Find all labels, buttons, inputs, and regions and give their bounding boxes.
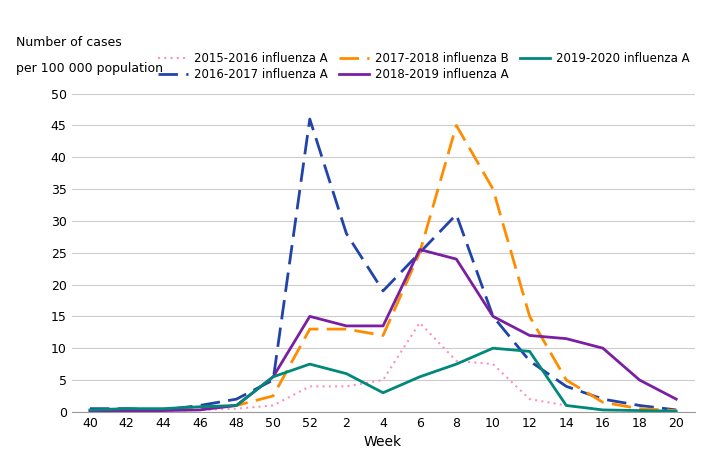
2018-2019 influenza A <box>526 333 534 338</box>
2016-2017 influenza A <box>489 314 498 319</box>
Line: 2015-2016 influenza A: 2015-2016 influenza A <box>90 323 676 411</box>
2019-2020 influenza A <box>526 349 534 354</box>
2015-2016 influenza A <box>672 409 680 414</box>
2016-2017 influenza A <box>122 406 131 411</box>
2018-2019 influenza A <box>562 336 571 342</box>
2019-2020 influenza A <box>599 407 607 413</box>
2019-2020 influenza A <box>452 361 460 367</box>
2015-2016 influenza A <box>86 408 95 413</box>
2017-2018 influenza B <box>672 408 680 413</box>
2018-2019 influenza A <box>159 408 168 413</box>
2017-2018 influenza B <box>379 333 387 338</box>
2017-2018 influenza B <box>232 402 241 408</box>
Line: 2019-2020 influenza A: 2019-2020 influenza A <box>90 348 676 411</box>
2019-2020 influenza A <box>342 371 351 376</box>
2016-2017 influenza A <box>599 396 607 402</box>
2019-2020 influenza A <box>232 402 241 408</box>
2019-2020 influenza A <box>159 406 168 411</box>
2016-2017 influenza A <box>159 407 168 413</box>
2017-2018 influenza B <box>306 326 314 332</box>
2018-2019 influenza A <box>86 409 95 414</box>
2018-2019 influenza A <box>268 374 277 380</box>
2018-2019 influenza A <box>379 323 387 329</box>
X-axis label: Week: Week <box>364 435 402 449</box>
2018-2019 influenza A <box>635 377 644 383</box>
Line: 2017-2018 influenza B: 2017-2018 influenza B <box>90 125 676 411</box>
Line: 2018-2019 influenza A: 2018-2019 influenza A <box>90 249 676 411</box>
Line: 2016-2017 influenza A: 2016-2017 influenza A <box>90 119 676 410</box>
2019-2020 influenza A <box>122 406 131 411</box>
2018-2019 influenza A <box>415 247 424 252</box>
2018-2019 influenza A <box>122 409 131 414</box>
2015-2016 influenza A <box>232 406 241 411</box>
2016-2017 influenza A <box>342 231 351 236</box>
2016-2017 influenza A <box>195 402 204 408</box>
2017-2018 influenza B <box>526 314 534 319</box>
2015-2016 influenza A <box>195 407 204 413</box>
2019-2020 influenza A <box>415 374 424 380</box>
2017-2018 influenza B <box>489 186 498 192</box>
2019-2020 influenza A <box>379 390 387 395</box>
2019-2020 influenza A <box>86 407 95 413</box>
2015-2016 influenza A <box>342 384 351 389</box>
2017-2018 influenza B <box>159 407 168 413</box>
2016-2017 influenza A <box>526 358 534 364</box>
2016-2017 influenza A <box>452 212 460 217</box>
2018-2019 influenza A <box>672 396 680 402</box>
2015-2016 influenza A <box>599 407 607 413</box>
2015-2016 influenza A <box>452 358 460 364</box>
2019-2020 influenza A <box>195 404 204 410</box>
2015-2016 influenza A <box>526 396 534 402</box>
2018-2019 influenza A <box>452 256 460 262</box>
2017-2018 influenza B <box>452 123 460 128</box>
2016-2017 influenza A <box>268 377 277 383</box>
2015-2016 influenza A <box>122 408 131 413</box>
2018-2019 influenza A <box>195 407 204 413</box>
2016-2017 influenza A <box>672 407 680 413</box>
2017-2018 influenza B <box>599 400 607 405</box>
2017-2018 influenza B <box>635 406 644 411</box>
2015-2016 influenza A <box>268 402 277 408</box>
2018-2019 influenza A <box>342 323 351 329</box>
2019-2020 influenza A <box>306 361 314 367</box>
2016-2017 influenza A <box>379 288 387 294</box>
2015-2016 influenza A <box>635 408 644 413</box>
2017-2018 influenza B <box>562 377 571 383</box>
2015-2016 influenza A <box>159 408 168 413</box>
2016-2017 influenza A <box>415 250 424 256</box>
2016-2017 influenza A <box>306 116 314 122</box>
Text: Number of cases: Number of cases <box>16 37 121 49</box>
2015-2016 influenza A <box>306 384 314 389</box>
2016-2017 influenza A <box>635 402 644 408</box>
2018-2019 influenza A <box>232 402 241 408</box>
2017-2018 influenza B <box>415 250 424 256</box>
Legend: 2015-2016 influenza A, 2016-2017 influenza A, 2017-2018 influenza B, 2018-2019 i: 2015-2016 influenza A, 2016-2017 influen… <box>158 52 690 81</box>
Text: per 100 000 population: per 100 000 population <box>16 62 163 75</box>
2017-2018 influenza B <box>268 393 277 399</box>
2015-2016 influenza A <box>415 320 424 326</box>
2017-2018 influenza B <box>342 326 351 332</box>
2019-2020 influenza A <box>562 402 571 408</box>
2017-2018 influenza B <box>122 409 131 414</box>
2018-2019 influenza A <box>599 345 607 351</box>
2015-2016 influenza A <box>489 361 498 367</box>
2019-2020 influenza A <box>635 408 644 413</box>
2019-2020 influenza A <box>672 409 680 414</box>
2016-2017 influenza A <box>86 406 95 411</box>
2017-2018 influenza B <box>195 406 204 411</box>
2015-2016 influenza A <box>379 377 387 383</box>
2018-2019 influenza A <box>306 314 314 319</box>
2016-2017 influenza A <box>562 384 571 389</box>
2019-2020 influenza A <box>489 345 498 351</box>
2017-2018 influenza B <box>86 409 95 414</box>
2018-2019 influenza A <box>489 314 498 319</box>
2015-2016 influenza A <box>562 402 571 408</box>
2016-2017 influenza A <box>232 396 241 402</box>
2019-2020 influenza A <box>268 374 277 380</box>
